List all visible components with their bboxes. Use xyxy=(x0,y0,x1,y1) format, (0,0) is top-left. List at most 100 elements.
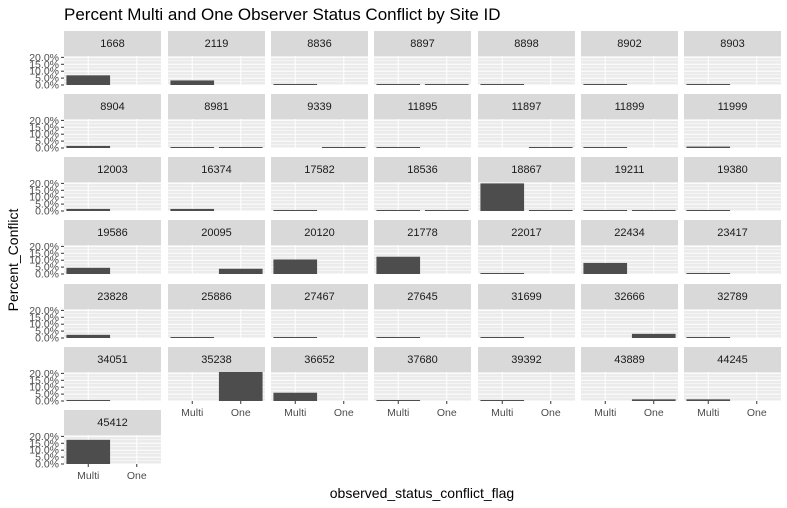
bar-multi xyxy=(170,337,215,338)
facet-strip xyxy=(581,220,678,245)
facet-strip xyxy=(168,31,265,56)
facet-strip-label: 19586 xyxy=(97,227,128,239)
y-tick-label: 5.0% xyxy=(35,199,59,211)
facet-strip xyxy=(64,410,161,435)
facet-panel: 8903 xyxy=(684,31,781,86)
bar-multi xyxy=(66,400,111,401)
facet-strip-label: 18536 xyxy=(407,164,438,176)
panel-background xyxy=(271,309,368,338)
facet-strip xyxy=(581,347,678,372)
panel-background xyxy=(168,309,265,338)
bar-multi xyxy=(66,145,111,148)
y-tick-label: 20.0% xyxy=(29,115,59,127)
facet-strip xyxy=(374,347,471,372)
facet-panel: 9339 xyxy=(271,94,368,149)
x-tick-label: One xyxy=(437,407,457,419)
panel-background xyxy=(64,119,161,148)
facet-panel: 23828 0.0%5.0%10.0%15.0%20.0% xyxy=(29,284,161,345)
facet-panel: 19380 xyxy=(684,157,781,212)
bar-multi xyxy=(686,337,731,338)
bar-multi xyxy=(686,210,731,211)
facet-strip xyxy=(684,220,781,245)
facet-panel: 20095 xyxy=(168,220,265,275)
bar-multi xyxy=(66,334,111,338)
facet-strip-label: 27645 xyxy=(407,291,438,303)
facet-strip xyxy=(684,347,781,372)
panel-background xyxy=(684,119,781,148)
panel-background xyxy=(271,119,368,148)
facet-panel: 45412 0.0%5.0%10.0%15.0%20.0% Multi One xyxy=(29,410,161,482)
facet-panel: 35238 Multi One xyxy=(168,347,265,419)
y-tick-label: 15.0% xyxy=(29,59,59,71)
y-tick-label: 15.0% xyxy=(29,248,59,260)
facet-panel: 8981 xyxy=(168,94,265,149)
y-tick-label: 20.0% xyxy=(29,241,59,253)
bar-one xyxy=(218,147,263,148)
y-tick-label: 20.0% xyxy=(29,431,59,443)
chart-title: Percent Multi and One Observer Status Co… xyxy=(64,5,501,24)
x-tick-label: One xyxy=(231,407,251,419)
facet-strip-label: 22017 xyxy=(511,227,542,239)
facet-strip-label: 8981 xyxy=(204,101,228,113)
y-tick-label: 15.0% xyxy=(29,122,59,134)
panel-background xyxy=(374,119,471,148)
facet-strip-label: 32666 xyxy=(614,291,645,303)
facet-strip xyxy=(168,220,265,245)
y-tick-label: 10.0% xyxy=(29,382,59,394)
bar-multi xyxy=(583,210,628,211)
facet-strip xyxy=(478,94,575,119)
facet-strip xyxy=(478,220,575,245)
facet-strip-label: 8902 xyxy=(617,38,641,50)
panel-background xyxy=(374,182,471,211)
bar-multi xyxy=(273,337,318,338)
facet-strip-label: 11895 xyxy=(408,101,438,113)
facet-strip xyxy=(64,220,161,245)
facet-panel: 31699 xyxy=(478,284,575,339)
x-tick-label: Multi xyxy=(697,407,719,419)
facet-strip xyxy=(684,284,781,309)
bar-multi xyxy=(480,273,525,274)
facet-strip-label: 20095 xyxy=(201,227,232,239)
panel-background xyxy=(581,119,678,148)
x-tick-label: One xyxy=(127,470,147,482)
facet-strip-label: 32789 xyxy=(717,291,748,303)
y-tick-label: 5.0% xyxy=(35,452,59,464)
facet-strip xyxy=(581,157,678,182)
facet-strip-label: 9339 xyxy=(307,101,331,113)
facet-strip xyxy=(374,157,471,182)
panel-background xyxy=(64,182,161,211)
facet-strip xyxy=(64,284,161,309)
facet-strip xyxy=(271,347,368,372)
bar-multi xyxy=(480,400,525,401)
facet-panel: 8836 xyxy=(271,31,368,86)
panel-background xyxy=(374,56,471,85)
facet-panel: 11899 xyxy=(581,94,678,149)
facet-strip-label: 44245 xyxy=(717,354,748,366)
y-tick-label: 0.0% xyxy=(35,333,59,345)
y-tick-label: 20.0% xyxy=(29,305,59,317)
facet-panel: 19211 xyxy=(581,157,678,212)
facet-strip xyxy=(271,94,368,119)
facet-strip xyxy=(64,31,161,56)
y-tick-label: 15.0% xyxy=(29,312,59,324)
facet-strip-label: 17582 xyxy=(304,164,335,176)
y-tick-label: 0.0% xyxy=(35,396,59,408)
y-tick-label: 20.0% xyxy=(29,178,59,190)
panel-background xyxy=(374,372,471,401)
facet-strip xyxy=(64,157,161,182)
facet-strip-label: 8897 xyxy=(410,38,434,50)
facet-strip-label: 35238 xyxy=(201,354,232,366)
facet-strip-label: 37680 xyxy=(407,354,438,366)
facet-panel: 8898 xyxy=(478,31,575,86)
bar-multi xyxy=(583,262,628,274)
facet-strip-label: 8903 xyxy=(720,38,744,50)
facet-panel: 27645 xyxy=(374,284,471,339)
x-tick-label: Multi xyxy=(491,407,513,419)
panel-background xyxy=(168,119,265,148)
y-tick-label: 5.0% xyxy=(35,136,59,148)
facet-strip xyxy=(64,347,161,372)
x-tick-label: Multi xyxy=(284,407,306,419)
y-tick-label: 10.0% xyxy=(29,129,59,141)
facet-panel: 8897 xyxy=(374,31,471,86)
